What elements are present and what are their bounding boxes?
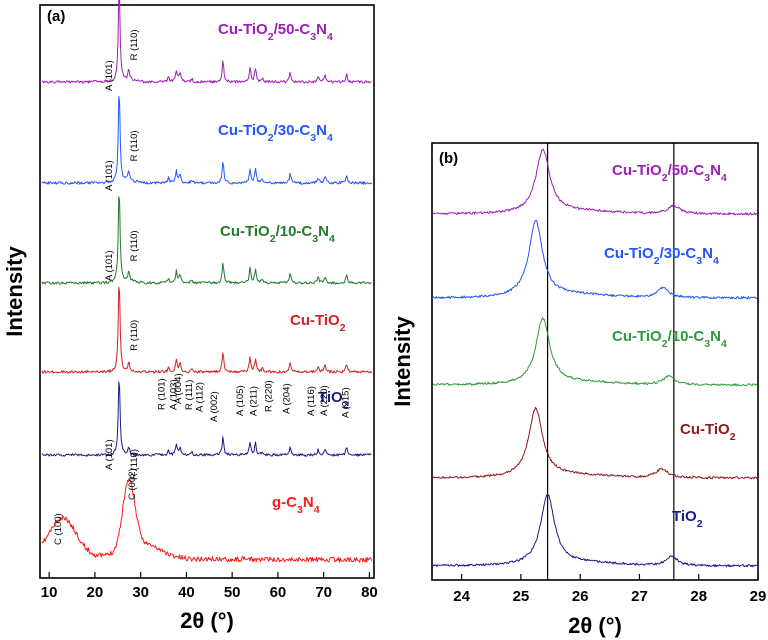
x-tick-label-a: 30 — [132, 584, 149, 601]
peak-label-a: C (100) — [53, 513, 64, 545]
xrd-trace-a — [41, 196, 372, 285]
peak-label-a: A (220) — [319, 385, 330, 416]
peak-label-a: R (220) — [263, 380, 274, 412]
series-label-a: Cu-TiO2/50-C3N4 — [218, 21, 333, 43]
peak-label-a: R (110) — [129, 320, 140, 351]
x-tick-label-a: 10 — [41, 584, 58, 601]
peak-label-a: A (215) — [341, 387, 352, 418]
series-label-b: TiO2 — [672, 508, 703, 530]
x-tick-label-a: 60 — [270, 584, 287, 601]
xrd-trace-a — [41, 0, 372, 84]
x-tick-label-b: 25 — [513, 588, 530, 605]
peak-label-a: C (002) — [127, 468, 138, 500]
plot-frame-b — [431, 142, 759, 581]
peak-label-a: A (002) — [209, 391, 220, 422]
xrd-trace-a — [41, 96, 373, 185]
x-tick-label-a: 20 — [87, 584, 104, 601]
x-tick-label-b: 26 — [572, 588, 589, 605]
xrd-trace-a — [41, 478, 373, 563]
series-label-a: TiO2 — [318, 389, 349, 411]
peak-label-a: R (110) — [129, 230, 140, 261]
x-axis-title-a: 2θ (°) — [180, 608, 234, 633]
peak-label-a: R (101) — [157, 378, 168, 410]
peak-label-a: A (211) — [248, 386, 259, 416]
x-axis-title-b: 2θ (°) — [568, 613, 622, 638]
peak-label-a: A (112) — [195, 382, 206, 412]
series-label-b: Cu-TiO2 — [680, 421, 736, 443]
x-tick-label-a: 80 — [361, 584, 378, 601]
peak-label-a: A (004) — [173, 373, 184, 404]
panel-label-a: (a) — [47, 8, 65, 25]
peak-label-a: R (110) — [129, 449, 140, 480]
series-label-b: Cu-TiO2/30-C3N4 — [604, 245, 719, 267]
peak-label-a: R (110) — [129, 29, 140, 60]
peak-label-a: A (103) — [168, 379, 179, 410]
xrd-trace-b — [432, 219, 758, 300]
xrd-trace-a — [41, 286, 373, 374]
xrd-trace-b — [432, 317, 758, 387]
x-tick-label-b: 27 — [631, 588, 648, 605]
y-axis-title-a: Intensity — [2, 246, 27, 337]
xrd-trace-b — [432, 406, 758, 480]
x-tick-label-a: 50 — [224, 584, 241, 601]
peak-label-a: A (105) — [235, 385, 246, 416]
x-tick-label-b: 29 — [750, 588, 767, 605]
xrd-trace-b — [432, 494, 758, 568]
xrd-trace-b — [432, 148, 758, 216]
panel-a: (a) 10 20 30 40 50 60 70 80 2θ (°) Intensity g-C3N4… — [2, 0, 378, 633]
series-label-a: Cu-TiO2/30-C3N4 — [218, 122, 333, 144]
series-label-a: Cu-TiO2/10-C3N4 — [220, 223, 335, 245]
y-axis-title-b: Intensity — [390, 316, 415, 407]
x-tick-label-b: 24 — [453, 588, 470, 605]
series-label-b: Cu-TiO2/50-C3N4 — [612, 162, 727, 184]
peak-label-a: A (101) — [104, 439, 115, 470]
peak-label-a: R (111) — [184, 380, 195, 410]
plot-frame-a — [39, 4, 375, 579]
x-tick-label-b: 28 — [690, 588, 707, 605]
panel-b: (b) 24 25 26 27 28 29 2θ (°) Intensity TiO2 Cu-TiO… — [390, 142, 767, 638]
peak-label-a: A (101) — [104, 60, 115, 91]
peak-label-a: A (204) — [281, 383, 292, 414]
x-tick-label-a: 40 — [178, 584, 195, 601]
xrd-trace-a — [41, 381, 372, 457]
series-label-b: Cu-TiO2/10-C3N4 — [612, 328, 727, 350]
peak-label-a: A (116) — [306, 386, 317, 416]
panel-label-b: (b) — [439, 150, 458, 167]
peak-label-a: A (101) — [104, 250, 115, 281]
peak-label-a: R (110) — [129, 130, 140, 161]
x-tick-label-a: 70 — [315, 584, 332, 601]
series-label-a: Cu-TiO2 — [290, 312, 346, 334]
peak-label-a: A (101) — [104, 160, 115, 191]
series-label-a: g-C3N4 — [272, 494, 320, 516]
